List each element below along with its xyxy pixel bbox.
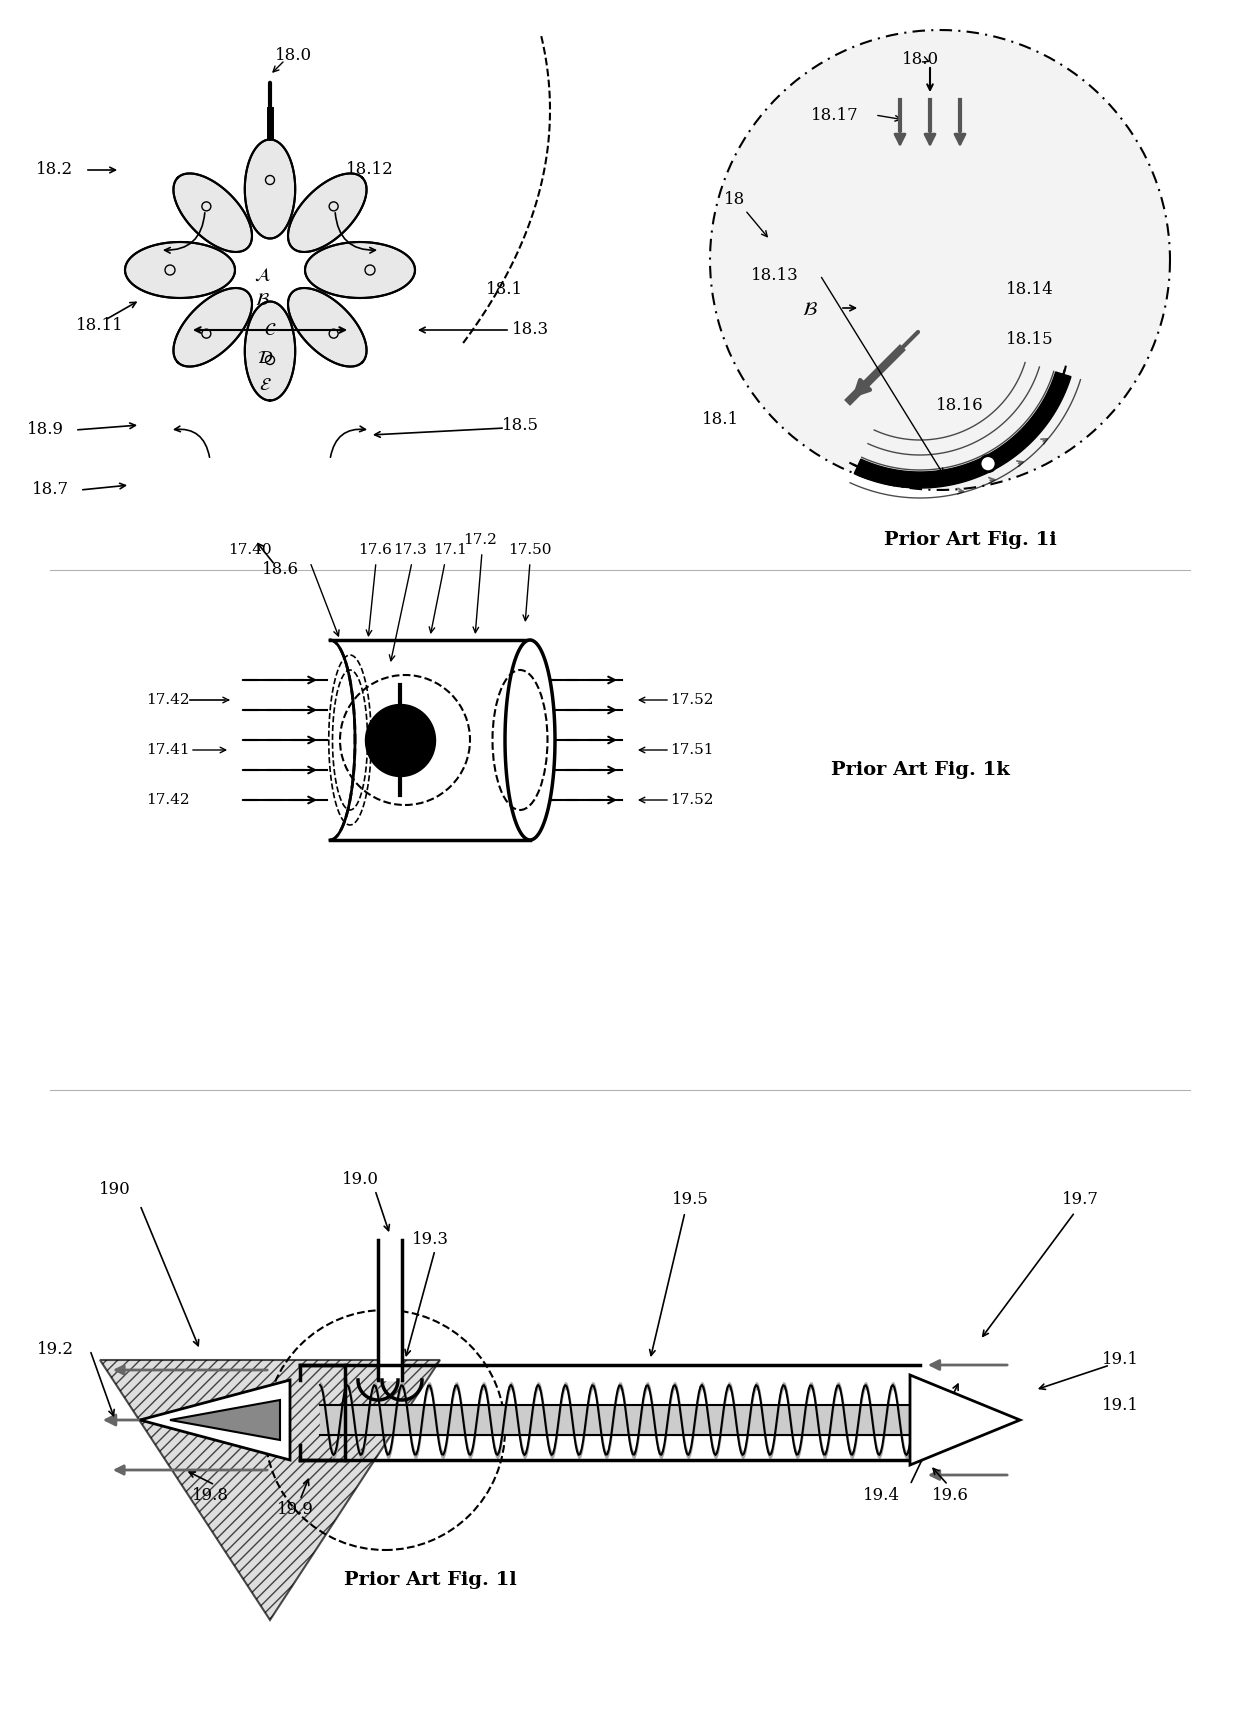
Text: Prior Art Fig. 1k: Prior Art Fig. 1k: [831, 760, 1009, 779]
Text: 18.13: 18.13: [751, 267, 799, 284]
Ellipse shape: [391, 734, 410, 746]
Text: 18.3: 18.3: [511, 322, 548, 339]
Text: 19.0: 19.0: [341, 1171, 378, 1189]
Text: 18.6: 18.6: [262, 561, 299, 578]
Text: 19.5: 19.5: [672, 1192, 708, 1209]
Text: $\mathcal{C}$: $\mathcal{C}$: [264, 322, 277, 339]
Text: 17.6: 17.6: [358, 544, 392, 557]
Text: 19.6: 19.6: [931, 1486, 968, 1503]
Polygon shape: [100, 1361, 440, 1620]
Circle shape: [711, 29, 1171, 490]
Text: 19.2: 19.2: [36, 1342, 73, 1359]
Text: 17.52: 17.52: [670, 693, 713, 707]
Text: 17.1: 17.1: [433, 544, 467, 557]
Text: 18.1: 18.1: [702, 411, 739, 428]
Polygon shape: [288, 174, 367, 253]
Text: 18: 18: [724, 191, 745, 208]
Polygon shape: [244, 139, 295, 239]
Text: 18.12: 18.12: [346, 162, 394, 179]
Text: 18.16: 18.16: [936, 397, 983, 413]
Text: $\mathcal{B}$: $\mathcal{B}$: [254, 291, 269, 310]
Text: 17.50: 17.50: [508, 544, 552, 557]
Text: 18.0: 18.0: [275, 46, 312, 64]
Text: 19.1: 19.1: [1101, 1397, 1138, 1414]
Text: 18.2: 18.2: [36, 162, 73, 179]
Text: $\mathcal{A}$: $\mathcal{A}$: [254, 267, 270, 284]
Text: $\mathcal{B}$: $\mathcal{B}$: [802, 301, 818, 318]
Text: 17.3: 17.3: [393, 544, 427, 557]
Text: $\mathcal{E}$: $\mathcal{E}$: [259, 377, 272, 394]
Text: 19.8: 19.8: [191, 1486, 228, 1503]
Polygon shape: [910, 1374, 1021, 1465]
Text: 18.1: 18.1: [486, 282, 523, 299]
Polygon shape: [125, 243, 234, 298]
Text: 19.9: 19.9: [277, 1502, 314, 1519]
Text: 17.2: 17.2: [463, 533, 497, 547]
Text: 18.7: 18.7: [31, 482, 68, 499]
Text: 17.52: 17.52: [670, 793, 713, 807]
Text: 19.4: 19.4: [863, 1486, 900, 1503]
Text: 18.17: 18.17: [811, 107, 859, 124]
Text: 18.15: 18.15: [1006, 332, 1054, 349]
Text: Prior Art Fig. 1i: Prior Art Fig. 1i: [884, 531, 1056, 549]
Polygon shape: [140, 1379, 290, 1460]
Text: 17.40: 17.40: [228, 544, 272, 557]
Text: 18.14: 18.14: [1006, 282, 1054, 299]
Polygon shape: [505, 640, 556, 839]
Text: 190: 190: [99, 1182, 131, 1199]
Text: 18.9: 18.9: [26, 421, 63, 439]
Text: 18.0: 18.0: [901, 52, 939, 69]
Polygon shape: [854, 372, 1071, 488]
Polygon shape: [244, 301, 295, 401]
Polygon shape: [288, 287, 367, 366]
Text: 19.7: 19.7: [1061, 1192, 1099, 1209]
Polygon shape: [174, 174, 252, 253]
Polygon shape: [305, 243, 415, 298]
Text: 18.5: 18.5: [501, 416, 538, 433]
Text: 19.1: 19.1: [1101, 1352, 1138, 1369]
Text: Prior Art Fig. 1l: Prior Art Fig. 1l: [343, 1570, 516, 1589]
Polygon shape: [174, 287, 252, 366]
Text: 19.3: 19.3: [412, 1232, 449, 1249]
Text: 17.41: 17.41: [146, 743, 190, 757]
Text: 17.51: 17.51: [670, 743, 713, 757]
Text: 17.42: 17.42: [146, 793, 190, 807]
Text: 17.42: 17.42: [146, 693, 190, 707]
Text: $\mathcal{D}$: $\mathcal{D}$: [257, 349, 273, 366]
Polygon shape: [170, 1400, 280, 1440]
Circle shape: [980, 456, 996, 471]
Text: 18.11: 18.11: [76, 316, 124, 334]
